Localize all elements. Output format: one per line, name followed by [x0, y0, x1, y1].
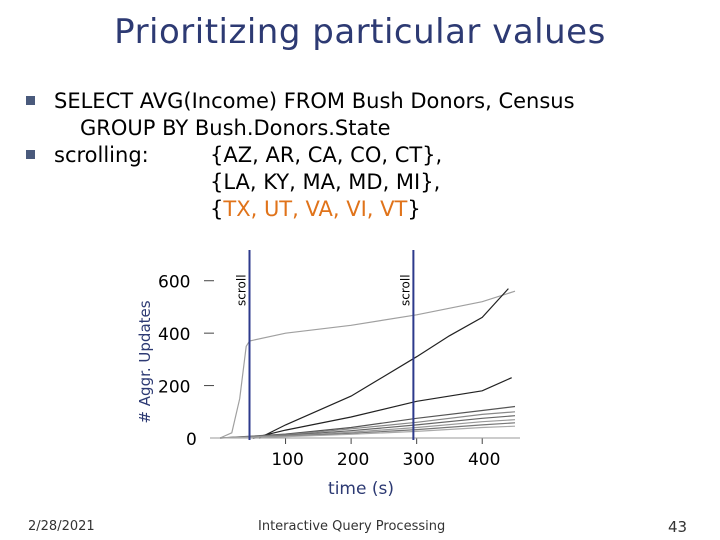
scroll-set-3-open: { [210, 197, 224, 221]
scroll-markers: scroll scroll [235, 250, 415, 440]
series-line [219, 425, 516, 439]
square-bullet-icon [26, 96, 35, 105]
footer-title: Interactive Query Processing [258, 519, 446, 534]
slide-title: Prioritizing particular values [114, 12, 606, 52]
scroll-set-3: {TX, UT, VA, VI, VT} [26, 196, 575, 223]
bullet-list: SELECT AVG(Income) FROM Bush Donors, Cen… [26, 88, 575, 223]
y-tick-label: 400 [158, 325, 190, 345]
scroll-set-3-close: } [407, 197, 421, 221]
x-axis: 100 200 300 400 [271, 438, 500, 470]
scroll-marker-label: scroll [235, 274, 249, 306]
square-bullet-icon [26, 150, 35, 159]
page-number: 43 [668, 518, 688, 536]
series-line [219, 405, 516, 439]
scroll-set-1: {AZ, AR, CA, CO, CT}, [210, 143, 443, 167]
scroll-set-3-items: TX, UT, VA, VI, VT [223, 197, 408, 221]
y-tick-label: 200 [158, 378, 190, 398]
x-tick-label: 200 [337, 450, 369, 470]
x-axis-label: time (s) [328, 479, 394, 499]
x-tick-label: 400 [468, 450, 500, 470]
series-line [219, 290, 516, 439]
y-axis: 0 200 400 600 [158, 273, 214, 450]
bullet-scrolling: scrolling: {AZ, AR, CA, CO, CT}, [26, 142, 575, 169]
series-group [219, 288, 516, 439]
query-line1: SELECT AVG(Income) FROM Bush Donors, Cen… [54, 89, 575, 113]
query-line2: GROUP BY Bush.Donors.State [80, 116, 391, 140]
scroll-marker-label: scroll [398, 274, 412, 306]
series-line [259, 288, 509, 439]
y-tick-label: 0 [186, 430, 197, 450]
x-tick-label: 100 [271, 450, 303, 470]
scrolling-label: scrolling: [54, 143, 149, 167]
x-tick-label: 300 [402, 450, 434, 470]
footer-date: 2/28/2021 [28, 519, 95, 534]
y-axis-label: # Aggr. Updates [136, 300, 154, 423]
y-tick-label: 600 [158, 273, 190, 293]
scroll-set-2: {LA, KY, MA, MD, MI}, [210, 170, 441, 194]
bullet-query: SELECT AVG(Income) FROM Bush Donors, Cen… [26, 88, 575, 115]
series-line [252, 377, 512, 439]
